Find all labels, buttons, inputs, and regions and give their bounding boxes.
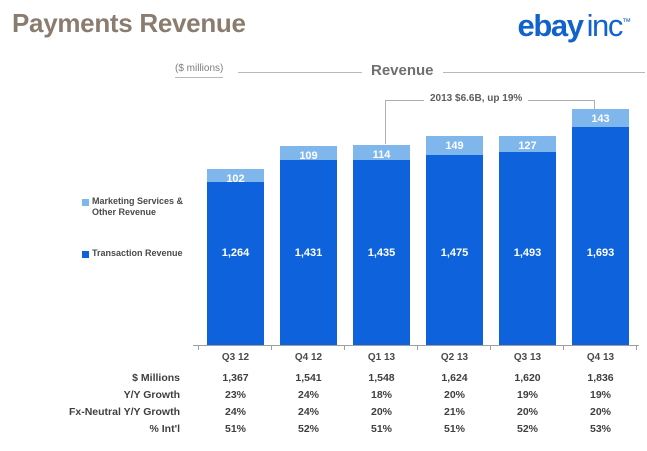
bar-segment-marketing-services[interactable]: 149 [426, 136, 483, 155]
bar-stack: 102 1,264 [207, 169, 264, 345]
bar-segment-marketing-services[interactable]: 114 [353, 145, 410, 161]
bar-stack: 109 1,431 [280, 146, 337, 345]
bar-segment-transaction-revenue[interactable]: 1,431 [280, 160, 337, 345]
table-cell: 24% [297, 389, 319, 401]
bar-value-label-transaction: 1,431 [294, 247, 323, 259]
table-cell: 51% [224, 423, 246, 435]
bar-segment-transaction-revenue[interactable]: 1,493 [499, 152, 556, 345]
bar-segment-transaction-revenue[interactable]: 1,693 [572, 127, 629, 345]
bar-segment-transaction-revenue[interactable]: 1,264 [207, 182, 264, 345]
x-axis-tick [271, 345, 272, 350]
bar-segment-marketing-services[interactable]: 127 [499, 136, 556, 152]
x-axis-tick [490, 345, 491, 350]
table-cell: 53% [589, 423, 611, 435]
x-axis-tick [344, 345, 345, 350]
legend-swatch-marketing-icon [82, 199, 89, 206]
table-row: % Int'l 51% 52% 51% 51% 52% 53% [0, 423, 647, 440]
legend-label-transaction: Transaction Revenue [92, 248, 183, 258]
legend-label-marketing: Marketing Services & Other Revenue [92, 196, 184, 217]
table-cell: 1,541 [295, 372, 322, 384]
table-cell: 21% [443, 406, 465, 418]
table-row-label: Fx-Neutral Y/Y Growth [68, 406, 180, 418]
bar-segment-transaction-revenue[interactable]: 1,475 [426, 155, 483, 345]
revenue-heading: Revenue [362, 62, 443, 79]
table-cell: 24% [224, 406, 246, 418]
table-cell: 19% [516, 389, 538, 401]
legend-item-marketing-services: Marketing Services & Other Revenue [82, 196, 188, 218]
table-cell: 20% [516, 406, 538, 418]
bar-value-label-marketing: 143 [591, 113, 610, 125]
table-cell: 52% [516, 423, 538, 435]
bar-segment-transaction-revenue[interactable]: 1,435 [353, 160, 410, 345]
bar-stack: 143 1,693 [572, 109, 629, 345]
x-axis-tick [636, 345, 637, 350]
x-axis-label-q2-13: Q2 13 [440, 352, 469, 363]
bar-stack: 127 1,493 [499, 136, 556, 345]
ebay-inc-logo: ebay inc™ [518, 10, 632, 41]
table-cell: 1,548 [368, 372, 395, 384]
bar-stack: 149 1,475 [426, 136, 483, 345]
annotation-label: 2013 $6.6B, up 19% [424, 93, 529, 104]
x-axis-label-q3-13: Q3 13 [513, 352, 542, 363]
table-cell: 19% [589, 389, 611, 401]
table-cell: 20% [589, 406, 611, 418]
table-cell: 1,367 [222, 372, 249, 384]
table-cell: 23% [224, 389, 246, 401]
bar-value-label-marketing: 114 [372, 149, 391, 161]
logo-ebay-text: ebay [517, 8, 584, 43]
legend-swatch-transaction-icon [82, 251, 89, 258]
table-row: Fx-Neutral Y/Y Growth 24% 24% 20% 21% 20% 20% [0, 406, 647, 423]
table-cell: 1,836 [587, 372, 614, 384]
x-axis-label-q1-13: Q1 13 [367, 352, 396, 363]
table-cell: 51% [370, 423, 392, 435]
x-axis-tick [198, 345, 199, 350]
bar-value-label-marketing: 109 [299, 150, 318, 162]
table-cell: 20% [443, 389, 465, 401]
x-axis-label-q4-12: Q4 12 [294, 352, 323, 363]
legend-item-transaction-revenue: Transaction Revenue [82, 248, 183, 259]
table-cell: 52% [297, 423, 319, 435]
bar-segment-marketing-services[interactable]: 109 [280, 146, 337, 162]
x-axis-label-q3-12: Q3 12 [221, 352, 250, 363]
metrics-table: $ Millions 1,367 1,541 1,548 1,624 1,620 1,836… [0, 372, 647, 440]
table-cell: 51% [443, 423, 465, 435]
x-axis-tick [417, 345, 418, 350]
table-row-label: % Int'l [149, 423, 181, 435]
table-cell: 18% [370, 389, 392, 401]
bar-stack: 114 1,435 [353, 145, 410, 345]
table-cell: 1,624 [441, 372, 468, 384]
bar-value-label-marketing: 102 [226, 173, 245, 185]
table-row-label: $ Millions [132, 372, 180, 384]
table-cell: 1,620 [514, 372, 541, 384]
units-label: ($ millions) [175, 63, 224, 78]
logo-trademark-icon: ™ [622, 16, 631, 27]
logo-inc-text: inc [586, 8, 624, 43]
table-cell: 24% [297, 406, 319, 418]
bar-value-label-transaction: 1,264 [221, 247, 250, 259]
page-title: Payments Revenue [12, 8, 246, 38]
table-row-label: Y/Y Growth [123, 389, 180, 401]
table-cell: 20% [370, 406, 392, 418]
bar-value-label-marketing: 149 [445, 140, 464, 152]
x-axis-tick [563, 345, 564, 350]
bar-value-label-transaction: 1,475 [440, 247, 469, 259]
bar-segment-marketing-services[interactable]: 143 [572, 109, 629, 127]
x-axis-label-q4-13: Q4 13 [586, 352, 615, 363]
bar-segment-marketing-services[interactable]: 102 [207, 169, 264, 185]
table-row: Y/Y Growth 23% 24% 18% 20% 19% 19% [0, 389, 647, 406]
bar-chart-plot-area: 102 1,264 109 1,431 114 1,435 149 1,475 127 1,493… [193, 100, 639, 345]
x-axis-line [193, 345, 639, 346]
table-row: $ Millions 1,367 1,541 1,548 1,624 1,620 1,836 [0, 372, 647, 389]
bar-value-label-transaction: 1,493 [513, 247, 542, 259]
bar-value-label-transaction: 1,435 [367, 247, 396, 259]
bar-value-label-transaction: 1,693 [586, 247, 615, 259]
bar-value-label-marketing: 127 [518, 140, 537, 152]
